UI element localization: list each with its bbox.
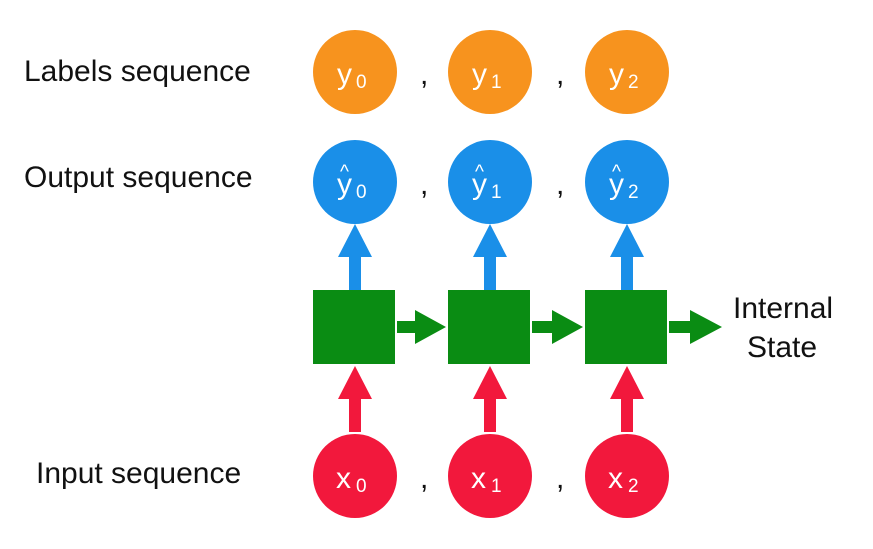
output-symbol: y bbox=[609, 168, 624, 201]
output-arrow-1 bbox=[473, 224, 507, 290]
label-node-circle bbox=[585, 30, 669, 114]
input-arrows bbox=[338, 366, 644, 432]
rnn-cells bbox=[313, 290, 667, 364]
label-node-0: y 0 bbox=[313, 30, 397, 114]
input-sequence: x 0 , x 1 , x 2 bbox=[313, 434, 669, 518]
input-node-2: x 2 bbox=[585, 434, 669, 518]
hat-mark: ^ bbox=[612, 162, 621, 183]
input-arrow-1 bbox=[473, 366, 507, 432]
label-node-1: y 1 bbox=[448, 30, 532, 114]
comma: , bbox=[556, 58, 564, 91]
hat-mark: ^ bbox=[475, 162, 484, 183]
output-symbol: y bbox=[472, 168, 487, 201]
comma: , bbox=[556, 168, 564, 201]
output-arrows bbox=[338, 224, 644, 290]
state-arrow-0 bbox=[397, 310, 446, 344]
output-node-1: y ^ 1 bbox=[448, 140, 532, 224]
output-symbol: y bbox=[337, 168, 352, 201]
input-node-circle bbox=[313, 434, 397, 518]
input-symbol: x bbox=[336, 462, 351, 495]
input-symbol: x bbox=[471, 462, 486, 495]
output-node-2: y ^ 2 bbox=[585, 140, 669, 224]
label-symbol: y bbox=[472, 58, 487, 91]
input-subscript: 2 bbox=[628, 476, 639, 497]
label-symbol: y bbox=[337, 58, 352, 91]
output-node-circle bbox=[313, 140, 397, 224]
label-node-circle bbox=[313, 30, 397, 114]
input-subscript: 0 bbox=[356, 476, 367, 497]
input-symbol: x bbox=[608, 462, 623, 495]
input-subscript: 1 bbox=[491, 476, 502, 497]
internal-state-label-line2: State bbox=[747, 331, 817, 364]
comma: , bbox=[420, 462, 428, 495]
input-node-circle bbox=[448, 434, 532, 518]
input-node-0: x 0 bbox=[313, 434, 397, 518]
label-subscript: 2 bbox=[628, 72, 639, 93]
input-sequence-label: Input sequence bbox=[36, 457, 241, 490]
output-sequence-label: Output sequence bbox=[24, 161, 253, 194]
output-node-0: y ^ 0 bbox=[313, 140, 397, 224]
output-subscript: 2 bbox=[628, 182, 639, 203]
output-arrow-0 bbox=[338, 224, 372, 290]
input-arrow-2 bbox=[610, 366, 644, 432]
hat-mark: ^ bbox=[340, 162, 349, 183]
state-arrows bbox=[397, 310, 722, 344]
label-subscript: 1 bbox=[491, 72, 502, 93]
input-arrow-0 bbox=[338, 366, 372, 432]
output-node-circle bbox=[448, 140, 532, 224]
labels-sequence-label: Labels sequence bbox=[24, 55, 251, 88]
label-subscript: 0 bbox=[356, 72, 367, 93]
output-node-circle bbox=[585, 140, 669, 224]
internal-state-label-line1: Internal bbox=[733, 292, 833, 325]
output-subscript: 1 bbox=[491, 182, 502, 203]
comma: , bbox=[420, 168, 428, 201]
labels-sequence: y 0 , y 1 , y 2 bbox=[313, 30, 669, 114]
input-node-circle bbox=[585, 434, 669, 518]
label-node-2: y 2 bbox=[585, 30, 669, 114]
comma: , bbox=[556, 462, 564, 495]
output-subscript: 0 bbox=[356, 182, 367, 203]
label-symbol: y bbox=[609, 58, 624, 91]
label-node-circle bbox=[448, 30, 532, 114]
rnn-cell-1 bbox=[448, 290, 530, 364]
state-arrow-1 bbox=[532, 310, 583, 344]
comma: , bbox=[420, 58, 428, 91]
rnn-cell-0 bbox=[313, 290, 395, 364]
rnn-cell-2 bbox=[585, 290, 667, 364]
output-sequence: y ^ 0 , y ^ 1 , y ^ 2 bbox=[313, 140, 669, 224]
input-node-1: x 1 bbox=[448, 434, 532, 518]
output-arrow-2 bbox=[610, 224, 644, 290]
state-arrow-2 bbox=[669, 310, 722, 344]
